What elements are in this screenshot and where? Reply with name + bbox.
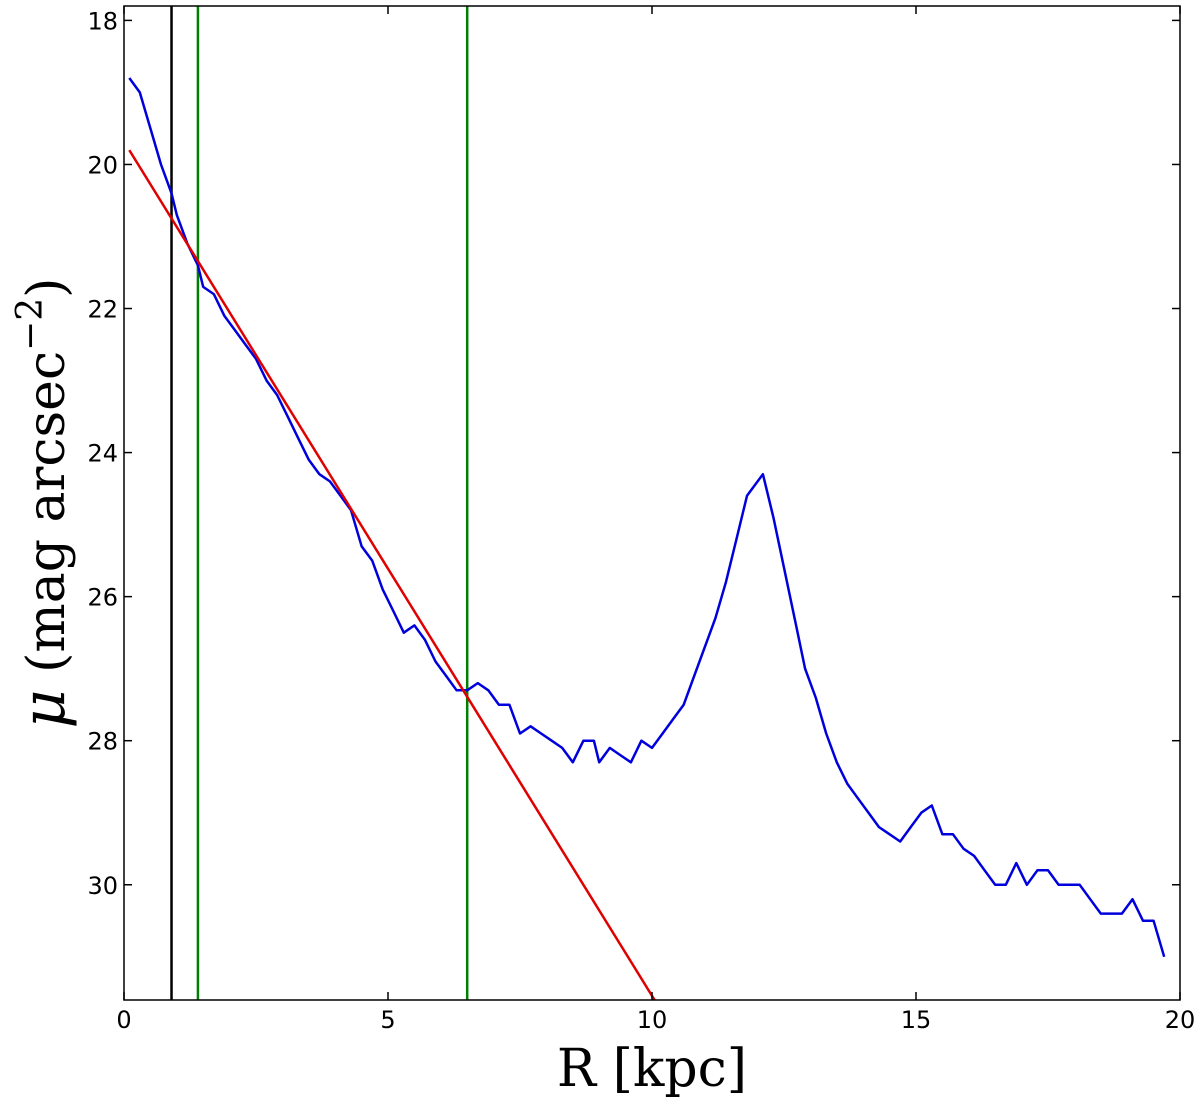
- series-line-2: [128, 149, 656, 1000]
- y-axis-close: ): [17, 278, 77, 298]
- x-tick-label: 10: [637, 1006, 668, 1034]
- y-tick-label: 24: [87, 440, 118, 468]
- y-tick-label: 30: [87, 872, 118, 900]
- x-axis-title: R [kpc]: [557, 1039, 747, 1098]
- data-series: [128, 77, 1166, 1000]
- y-axis-spacer: [17, 673, 77, 690]
- y-axis-title: μ (mag arcsec−2): [9, 278, 79, 729]
- y-axis-symbol: μ: [9, 689, 79, 728]
- x-tick-label: 5: [380, 1006, 395, 1034]
- y-axis-unit: (mag arcsec: [17, 351, 77, 673]
- y-tick-label: 20: [87, 151, 118, 179]
- y-axis-exponent: −2: [10, 298, 51, 351]
- plot-frame: [123, 5, 1181, 1001]
- series-line-1: [128, 77, 1166, 958]
- x-tick-label: 15: [901, 1006, 932, 1034]
- reference-lines: [170, 6, 469, 1000]
- y-tick-label: 26: [87, 584, 118, 612]
- axis-ticks: 0 5 10 15 20 18 20 22 24 26 28 30: [87, 6, 1195, 1034]
- x-tick-label: 20: [1165, 1006, 1196, 1034]
- y-tick-label: 22: [87, 296, 118, 324]
- x-tick-label: 0: [116, 1006, 131, 1034]
- y-tick-label: 18: [87, 7, 118, 35]
- y-tick-label: 28: [87, 728, 118, 756]
